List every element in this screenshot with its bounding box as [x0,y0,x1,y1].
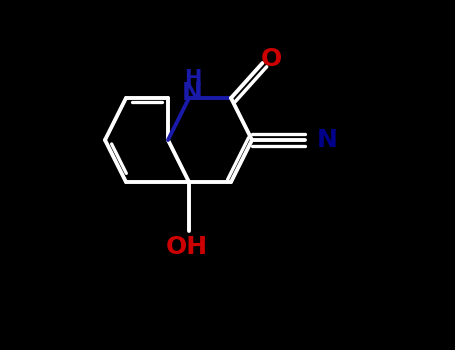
Text: O: O [261,48,282,71]
Text: OH: OH [166,235,208,259]
Text: N: N [317,128,338,152]
Text: N: N [182,81,203,105]
Text: H: H [184,69,201,89]
